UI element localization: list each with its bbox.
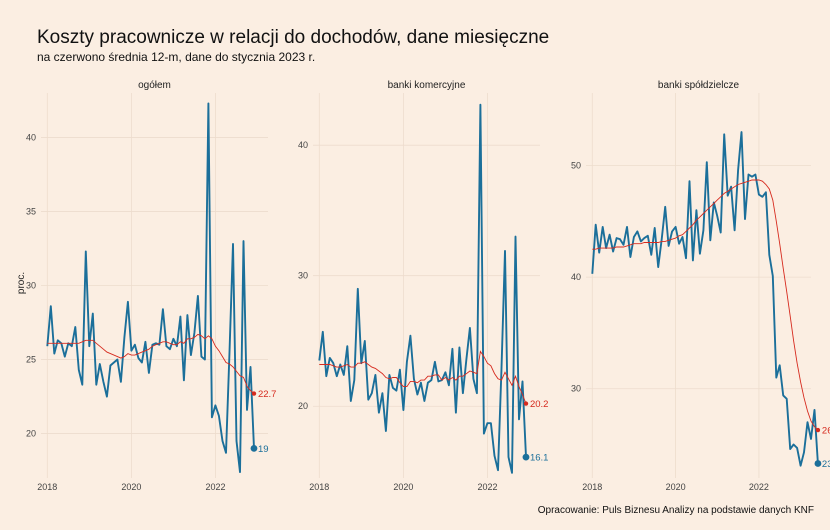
average-line bbox=[47, 333, 255, 394]
y-tick-label: 40 bbox=[571, 272, 581, 282]
y-tick-label: 30 bbox=[298, 271, 308, 281]
y-tick-label: 30 bbox=[571, 384, 581, 394]
series-end-point bbox=[814, 460, 822, 467]
y-tick-label: 20 bbox=[298, 401, 308, 411]
panel-2: banki komercyjne 20 30 40 2018 2020 2022 16.1 20… bbox=[298, 80, 548, 492]
x-tick-label: 2018 bbox=[37, 482, 57, 492]
series-end-point bbox=[522, 453, 530, 461]
chart-subtitle: na czerwono średnia 12-m, dane do styczn… bbox=[37, 50, 316, 64]
average-end-label: 26.3 bbox=[822, 426, 830, 437]
series-end-label: 19 bbox=[258, 444, 269, 455]
source-caption: Opracowanie: Puls Biznesu Analizy na pod… bbox=[537, 505, 814, 516]
x-tick-label: 2018 bbox=[309, 482, 329, 492]
y-tick-label: 25 bbox=[26, 355, 36, 365]
panel-title: banki spółdzielcze bbox=[658, 80, 740, 91]
y-axis-label: proc. bbox=[16, 272, 27, 294]
series-end-label: 23.3 bbox=[822, 459, 830, 470]
average-end-label: 22.7 bbox=[258, 389, 277, 400]
series-end-label: 16.1 bbox=[530, 453, 549, 464]
series-line bbox=[46, 102, 255, 474]
average-end-point bbox=[251, 391, 257, 396]
series-end-point bbox=[250, 444, 258, 452]
y-tick-label: 30 bbox=[26, 281, 36, 291]
y-tick-label: 40 bbox=[298, 140, 308, 150]
average-end-point bbox=[523, 401, 529, 406]
x-tick-label: 2022 bbox=[749, 482, 769, 492]
y-tick-label: 35 bbox=[26, 206, 36, 216]
y-tick-label: 50 bbox=[571, 161, 581, 171]
average-line bbox=[592, 179, 819, 431]
panel-1: ogółem 20 25 30 35 40 2018 2020 2022 19 22.7 bbox=[26, 80, 276, 492]
x-tick-label: 2018 bbox=[582, 482, 602, 492]
x-tick-label: 2020 bbox=[666, 482, 686, 492]
panel-3: banki spółdzielcze 30 40 50 2018 2020 2022 23.3… bbox=[571, 80, 830, 492]
chart-title: Koszty pracownicze w relacji do dochodów… bbox=[37, 27, 550, 48]
y-tick-label: 20 bbox=[26, 429, 36, 439]
x-tick-label: 2022 bbox=[477, 482, 497, 492]
average-end-label: 20.2 bbox=[530, 399, 549, 410]
average-end-point bbox=[815, 427, 821, 433]
x-tick-label: 2022 bbox=[205, 482, 225, 492]
panel-title: banki komercyjne bbox=[388, 80, 466, 91]
series-line bbox=[318, 103, 527, 474]
x-tick-label: 2020 bbox=[121, 482, 141, 492]
average-line bbox=[319, 350, 527, 404]
x-tick-label: 2020 bbox=[393, 482, 413, 492]
series-line bbox=[591, 131, 819, 467]
panel-title: ogółem bbox=[138, 80, 171, 91]
y-tick-label: 40 bbox=[26, 132, 36, 142]
